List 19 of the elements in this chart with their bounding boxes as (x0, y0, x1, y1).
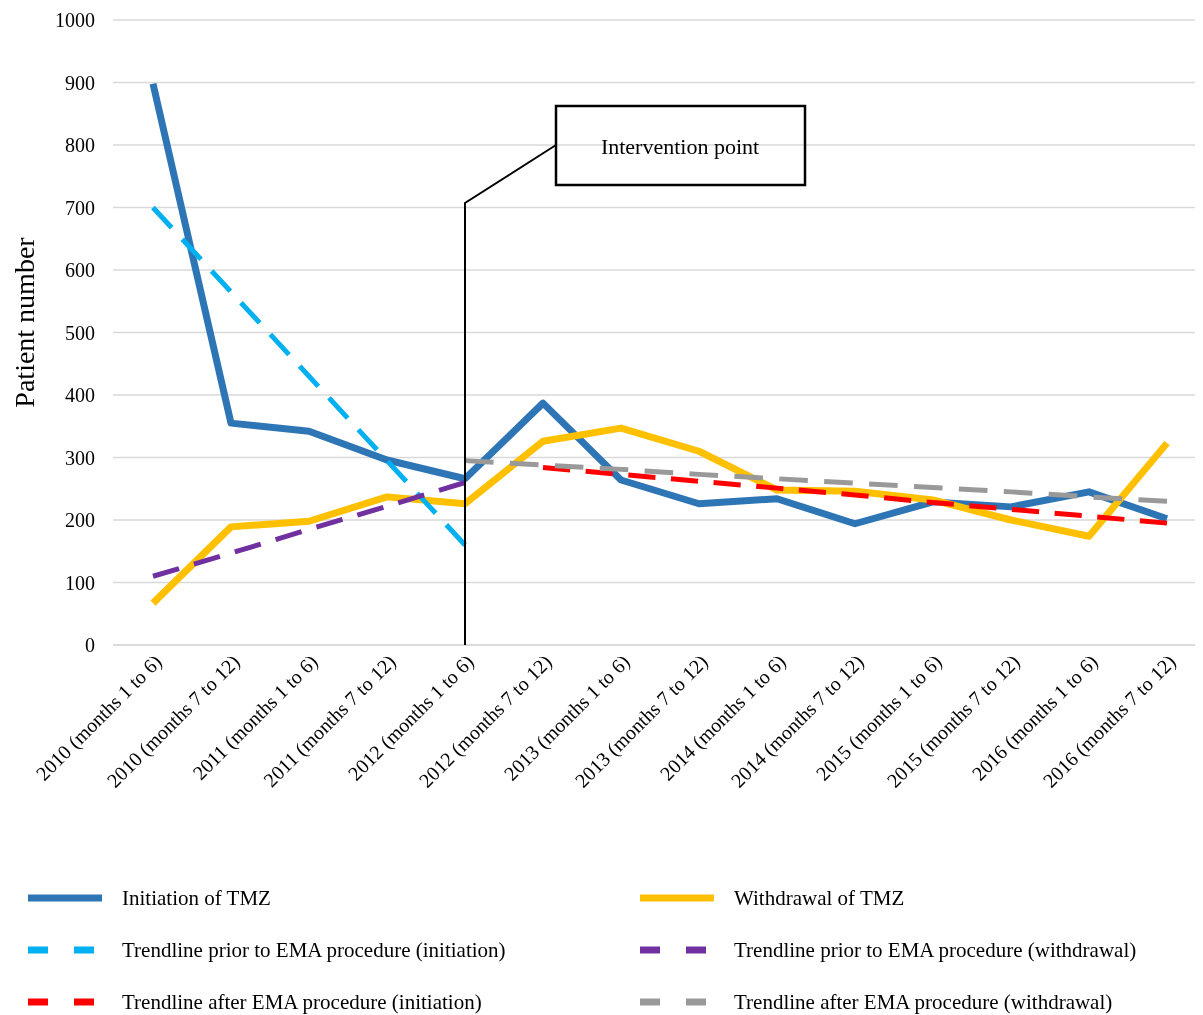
y-tick-label: 400 (65, 384, 95, 406)
y-tick-label: 1000 (55, 9, 95, 31)
y-tick-label: 700 (65, 196, 95, 219)
y-tick-label: 500 (65, 321, 95, 344)
legend-label: Trendline prior to EMA procedure (withdrawal) (734, 938, 1137, 963)
y-tick-label: 200 (65, 509, 95, 531)
y-tick-label: 600 (65, 259, 95, 281)
y-tick-label: 300 (65, 446, 95, 469)
y-tick-label: 800 (65, 134, 95, 156)
ref-line-label: Intervention point (600, 133, 760, 159)
legend-label: Trendline prior to EMA procedure (initiation) (122, 938, 506, 963)
y-tick-label: 900 (65, 71, 95, 94)
legend-label: Trendline after EMA procedure (initiation) (122, 990, 482, 1015)
legend-label: Withdrawal of TMZ (734, 886, 905, 911)
legend-label: Trendline after EMA procedure (withdrawal) (734, 990, 1113, 1015)
y-axis-title: Patient number (9, 236, 40, 408)
y-tick-label: 100 (65, 571, 95, 594)
legend-label: Initiation of TMZ (122, 886, 271, 911)
y-tick-label: 0 (85, 634, 95, 656)
